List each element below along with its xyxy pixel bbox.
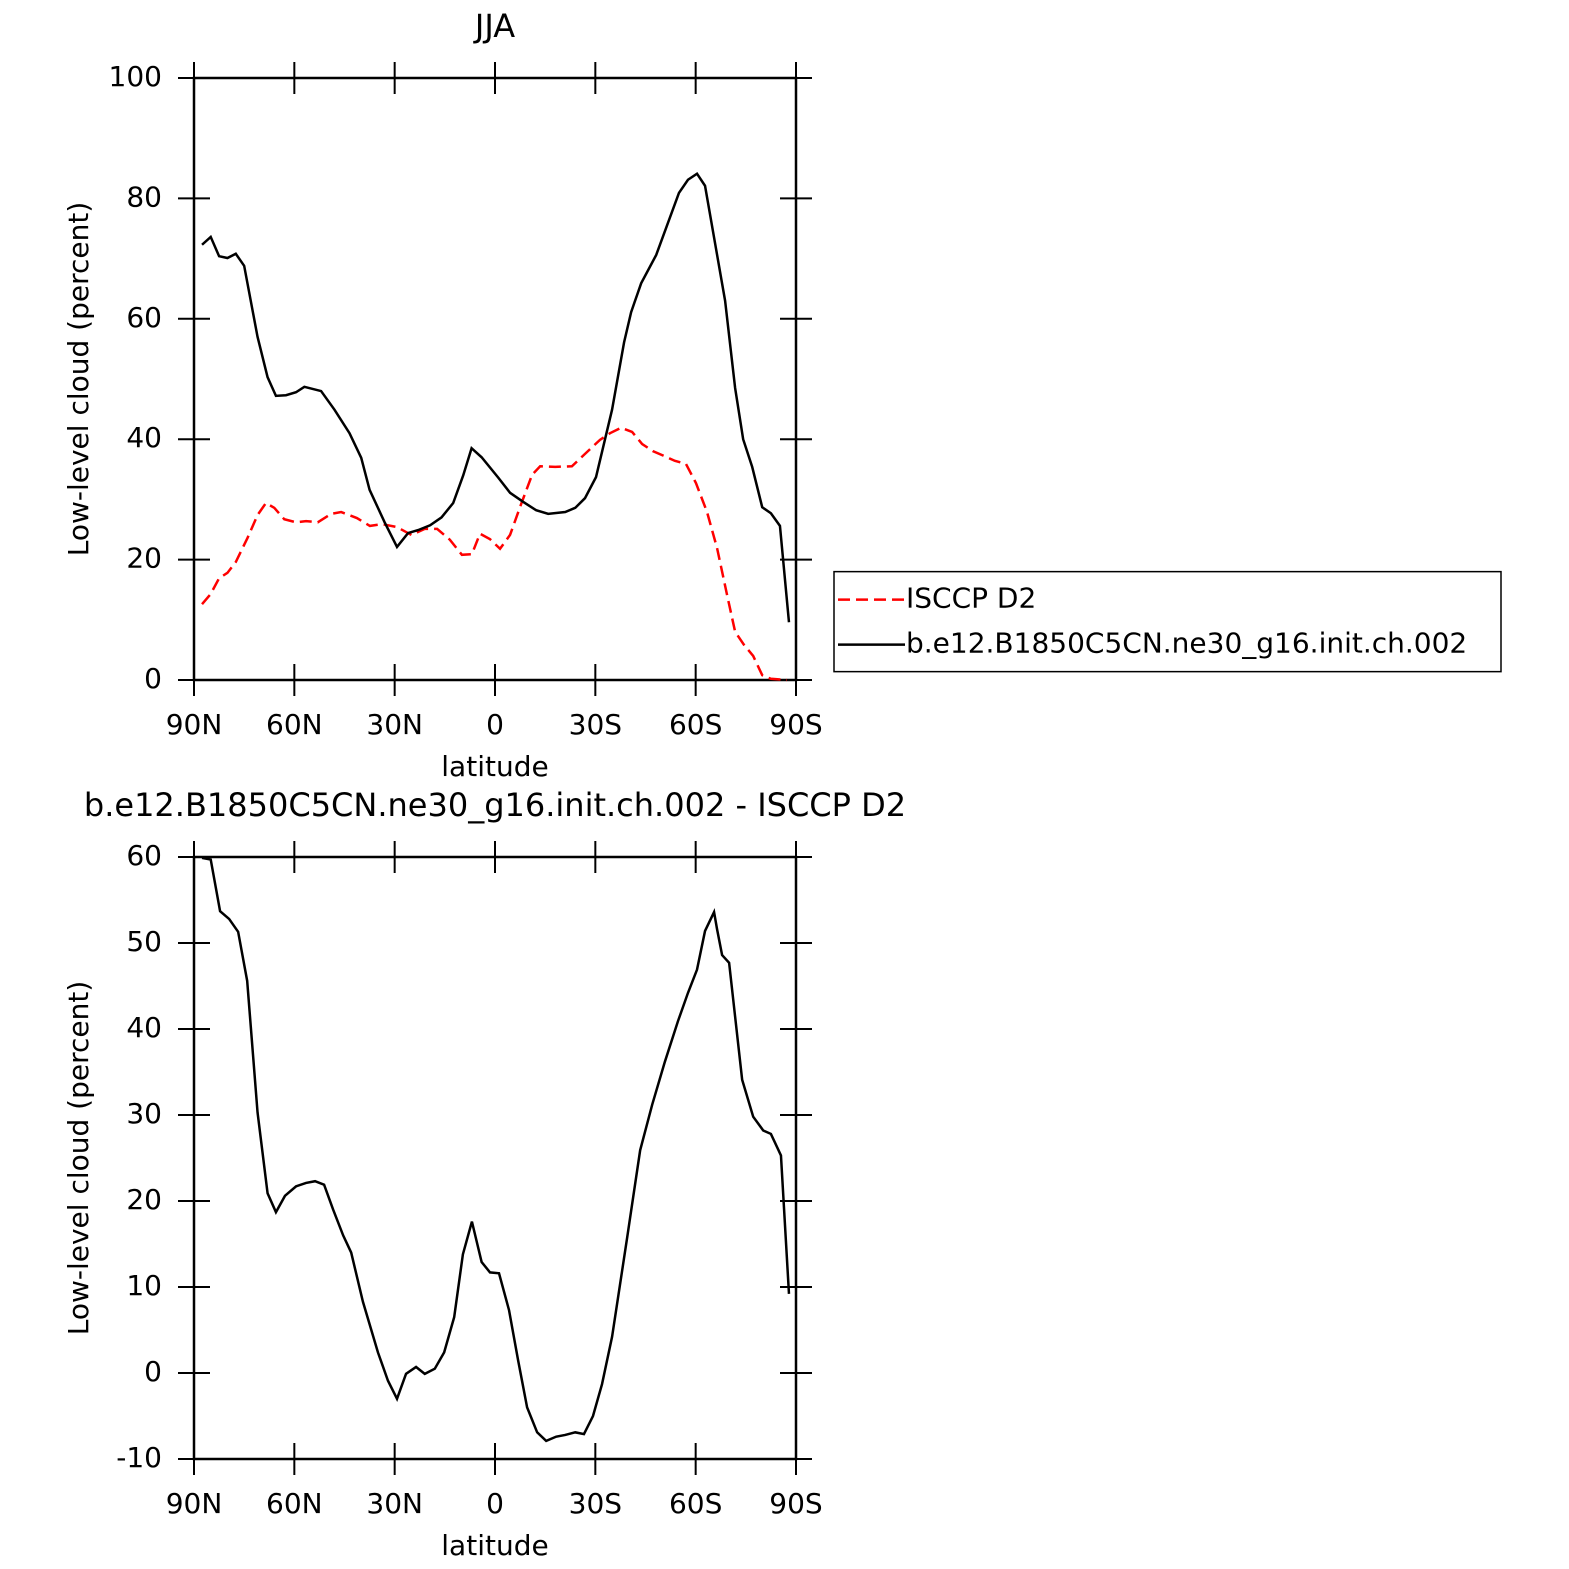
data-line (201, 171, 791, 623)
x-tick-label: 30N (366, 1487, 423, 1520)
y-tick-label: 60 (126, 301, 162, 334)
y-tick-label: 60 (126, 839, 162, 872)
y-tick-label: 20 (126, 542, 162, 575)
legend-label: ISCCP D2 (906, 582, 1036, 615)
y-tick-label: 40 (126, 421, 162, 454)
y-tick-label: 50 (126, 925, 162, 958)
y-tick-label: 100 (109, 60, 162, 93)
y-tick-label: 40 (126, 1011, 162, 1044)
x-axis-label: latitude (441, 750, 548, 783)
y-tick-label: 0 (144, 1355, 162, 1388)
y-tick-label: -10 (116, 1441, 162, 1474)
y-tick-label: 30 (126, 1097, 162, 1130)
x-tick-label: 90N (166, 708, 223, 741)
x-tick-label: 0 (486, 708, 504, 741)
chart-title: b.e12.B1850C5CN.ne30_g16.init.ch.002 - I… (84, 786, 906, 824)
y-axis-label: Low-level cloud (percent) (62, 202, 95, 557)
y-tick-label: 80 (126, 180, 162, 213)
legend-box (833, 570, 1502, 673)
x-tick-label: 60N (266, 708, 323, 741)
legend-label: b.e12.B1850C5CN.ne30_g16.init.ch.002 (906, 627, 1467, 660)
data-line (201, 426, 788, 682)
x-tick-label: 90S (769, 1487, 822, 1520)
data-line (201, 856, 791, 1443)
x-tick-label: 30N (366, 708, 423, 741)
chart-title: JJA (473, 7, 515, 45)
x-tick-label: 0 (486, 1487, 504, 1520)
plot-frame (192, 855, 798, 1461)
x-tick-label: 60N (266, 1487, 323, 1520)
x-tick-label: 90N (166, 1487, 223, 1520)
y-tick-label: 20 (126, 1183, 162, 1216)
x-tick-label: 90S (769, 708, 822, 741)
x-tick-label: 30S (569, 708, 622, 741)
x-tick-label: 60S (669, 1487, 722, 1520)
y-axis-label: Low-level cloud (percent) (62, 981, 95, 1336)
plot-frame (192, 76, 798, 682)
x-axis-label: latitude (441, 1529, 548, 1562)
y-tick-label: 0 (144, 662, 162, 695)
y-tick-label: 10 (126, 1269, 162, 1302)
x-tick-label: 30S (569, 1487, 622, 1520)
x-tick-label: 60S (669, 708, 722, 741)
